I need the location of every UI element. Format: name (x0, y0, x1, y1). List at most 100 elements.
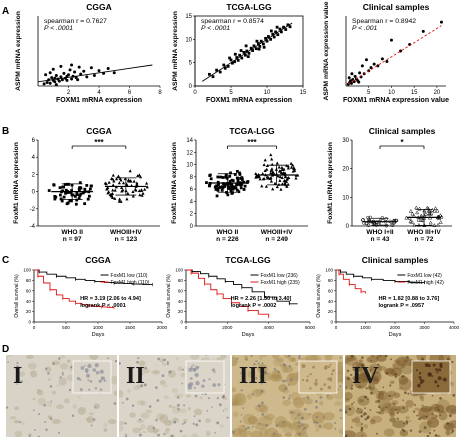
y-tick-label: 100 (175, 268, 183, 273)
x-tick-label: 20 (434, 90, 441, 96)
dot (113, 196, 117, 200)
dot (216, 180, 220, 184)
ihc-nucleus (405, 420, 409, 424)
scatter-point (255, 39, 259, 43)
ihc-nucleus (251, 393, 254, 396)
scatter-point (106, 67, 110, 70)
dot (224, 182, 228, 186)
ihc-nucleus (289, 378, 293, 382)
ihc-nucleus (226, 416, 229, 419)
ihc-blob (345, 404, 350, 412)
ihc-nucleus (240, 372, 242, 375)
ihc-inset-cell (418, 372, 422, 375)
ihc-nucleus (94, 406, 97, 409)
ihc-nucleus (369, 409, 372, 411)
scatter-point (89, 66, 93, 70)
logrank-p: logrank P < .0001 (80, 303, 126, 309)
ihc-blob (264, 427, 279, 437)
dot (74, 202, 78, 206)
dot (221, 176, 225, 179)
ihc-blob (178, 408, 188, 414)
ihc-nucleus (265, 423, 269, 427)
dot (229, 189, 233, 193)
ihc-nucleus (260, 382, 263, 385)
x-tick-label: 15 (411, 90, 418, 96)
scatter-point (233, 52, 237, 56)
ihc-nucleus (298, 355, 301, 358)
ihc-nucleus (334, 427, 337, 430)
ihc-blob (353, 373, 368, 389)
group-n-label: n = 43 (371, 236, 390, 243)
ihc-blob (136, 419, 145, 424)
ihc-nucleus (401, 374, 405, 378)
dot (218, 185, 222, 189)
scatter-point (269, 29, 273, 33)
scatter-point (231, 61, 234, 65)
scatter-stat-r: spearman r = 0.8574 (201, 18, 264, 25)
x-tick-label: 6 (128, 90, 132, 96)
dot (237, 190, 241, 194)
dotplot-title: TCGA-LGG (229, 126, 275, 136)
scatter-point (353, 74, 357, 78)
y-tick-label: 0 (180, 320, 183, 325)
ihc-nucleus (177, 407, 180, 411)
ihc-inset-cell (101, 376, 104, 379)
ihc-blob (283, 366, 294, 373)
ihc-blob (109, 375, 117, 385)
scatter-point (79, 72, 83, 76)
ihc-blob (160, 358, 165, 363)
dot (439, 214, 444, 219)
ihc-inset-cell (431, 375, 434, 377)
x-tick-label: 10 (388, 90, 395, 96)
ihc-nucleus (365, 387, 368, 390)
dot (275, 185, 279, 189)
ihc-nucleus (287, 384, 290, 386)
x-tick-label: 2 (67, 90, 71, 96)
ihc-inset-cell (436, 384, 440, 388)
dot (286, 166, 290, 170)
scatter-point (60, 78, 64, 82)
dot (85, 184, 89, 187)
dot (292, 167, 297, 171)
dot (260, 184, 264, 188)
ihc-inset-cell (432, 363, 436, 367)
ihc-blob (59, 355, 66, 359)
scatter-point (208, 72, 211, 76)
ihc-nucleus (430, 412, 434, 415)
dot (112, 179, 116, 183)
ihc-nucleus (119, 362, 121, 365)
dot (133, 187, 137, 191)
y-tick-label: 10 (186, 163, 193, 169)
dot (294, 176, 298, 180)
ihc-inset-cell (417, 383, 421, 388)
scatter-point (256, 42, 260, 45)
ihc-blob (232, 398, 240, 405)
scatter-point (347, 76, 351, 80)
ihc-nucleus (68, 388, 72, 392)
dot (233, 186, 237, 190)
ihc-blob (438, 410, 448, 421)
ihc-blob (250, 430, 264, 437)
ihc-blob (345, 356, 349, 364)
ihc-blob (366, 377, 373, 385)
x-tick-label: 15 (300, 90, 307, 96)
ihc-inset-cell (436, 371, 439, 374)
dot (216, 188, 220, 192)
ihc-blob (430, 414, 438, 419)
ihc-nucleus (300, 423, 304, 426)
dot (111, 188, 115, 192)
ihc-nucleus (260, 357, 262, 360)
ihc-blob (363, 424, 369, 429)
dot (366, 215, 370, 220)
scatter-point (235, 56, 239, 59)
ihc-blob (78, 396, 81, 399)
y-tick-label: 4 (190, 199, 194, 205)
dot (231, 187, 235, 191)
ihc-inset-cell (418, 376, 422, 379)
y-tick-label: 20 (328, 309, 334, 314)
significance-label: *** (94, 138, 104, 147)
ihc-blob (389, 380, 395, 384)
dot (266, 176, 270, 180)
ihc-nucleus (428, 432, 432, 435)
